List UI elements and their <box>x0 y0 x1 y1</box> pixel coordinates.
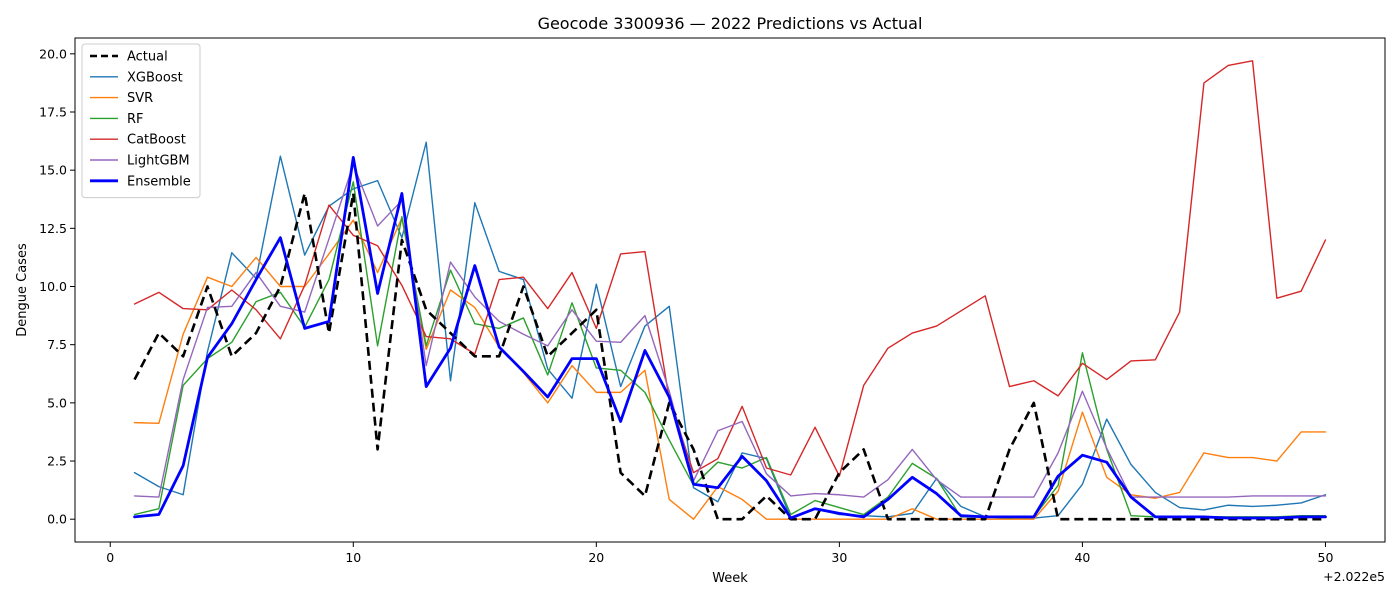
x-tick-label: 50 <box>1318 550 1334 565</box>
x-tick-label: 30 <box>831 550 847 565</box>
x-tick-label: 10 <box>345 550 361 565</box>
series-line-rf <box>133 181 1327 519</box>
y-tick-label: 7.5 <box>47 337 67 352</box>
series-line-actual <box>133 192 1326 521</box>
y-tick-label: 17.5 <box>39 104 67 119</box>
legend: Actual XGBoost SVR RF CatBoost LightGBM Ensemb… <box>81 43 201 199</box>
series-line-lightgbm <box>133 163 1327 498</box>
chart-title: Geocode 3300936 — 2022 Predictions vs Ac… <box>538 14 923 33</box>
y-axis: 0.0 2.5 5.0 7.5 10.0 12.5 15.0 17.5 20.0 <box>39 46 75 527</box>
plot-lines <box>133 60 1327 521</box>
plot-frame <box>74 37 1386 543</box>
y-tick-label: 12.5 <box>39 221 67 236</box>
series-line-xgboost <box>133 141 1327 519</box>
y-tick-label: 15.0 <box>39 163 67 178</box>
y-tick-label: 0.0 <box>47 512 67 527</box>
legend-label-xgboost: XGBoost <box>127 70 183 85</box>
y-tick-label: 5.0 <box>47 395 67 410</box>
x-tick-label: 0 <box>106 550 114 565</box>
y-axis-label: Dengue Cases <box>15 243 30 337</box>
legend-label-lightgbm: LightGBM <box>127 154 190 169</box>
y-tick-label: 2.5 <box>47 454 67 469</box>
x-tick-label: 40 <box>1074 550 1090 565</box>
y-tick-label: 20.0 <box>39 46 67 61</box>
x-tick-label: 20 <box>588 550 604 565</box>
legend-label-actual: Actual <box>127 50 168 65</box>
legend-label-catboost: CatBoost <box>127 133 186 148</box>
x-axis-label: Week <box>712 571 748 586</box>
legend-label-rf: RF <box>127 112 144 127</box>
series-line-ensemble <box>133 155 1327 520</box>
series-line-catboost <box>133 60 1327 477</box>
x-axis-offset-label: +2.022e5 <box>1323 569 1385 584</box>
legend-label-ensemble: Ensemble <box>127 174 191 189</box>
y-tick-label: 10.0 <box>39 279 67 294</box>
legend-label-svr: SVR <box>127 91 153 106</box>
legend-box <box>81 43 201 199</box>
x-axis: 0 10 20 30 40 50 <box>106 542 1333 565</box>
